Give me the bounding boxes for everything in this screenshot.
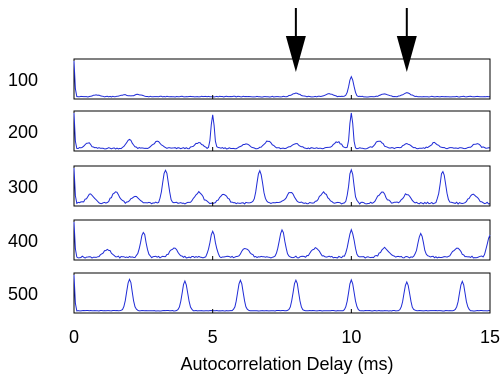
x-tick-label: 5 xyxy=(208,327,218,347)
panel-100: 100 xyxy=(8,58,491,100)
x-tick-labels: 0 5 10 15 xyxy=(69,327,500,347)
panel-frame xyxy=(73,58,491,100)
series-line-100 xyxy=(73,60,491,98)
x-tick-label: 10 xyxy=(341,327,361,347)
panel-frame xyxy=(73,165,491,207)
panel-frame xyxy=(73,219,491,261)
x-axis-title: Autocorrelation Delay (ms) xyxy=(180,354,393,374)
series-line-500 xyxy=(73,274,491,312)
row-label: 400 xyxy=(8,231,38,251)
arrow-head xyxy=(285,36,306,72)
panel-frame xyxy=(73,272,491,314)
row-label: 300 xyxy=(8,177,38,197)
panel-frame xyxy=(73,110,491,152)
row-label: 500 xyxy=(8,284,38,304)
panels-group: 100 200 300 400 500 xyxy=(8,58,491,314)
arrows-group xyxy=(285,8,417,72)
row-label: 100 xyxy=(8,70,38,90)
x-tick-label: 0 xyxy=(69,327,79,347)
row-label: 200 xyxy=(8,122,38,142)
panel-300: 300 xyxy=(8,165,491,207)
panel-200: 200 xyxy=(8,110,491,152)
arrow-head xyxy=(396,36,417,72)
panel-500: 500 xyxy=(8,272,491,314)
series-line-400 xyxy=(73,221,491,259)
arrow-marker xyxy=(285,8,306,72)
arrow-marker xyxy=(396,8,417,72)
series-line-200 xyxy=(73,112,491,150)
panel-400: 400 xyxy=(8,219,491,261)
series-line-300 xyxy=(73,167,491,205)
x-tick-label: 15 xyxy=(480,327,500,347)
